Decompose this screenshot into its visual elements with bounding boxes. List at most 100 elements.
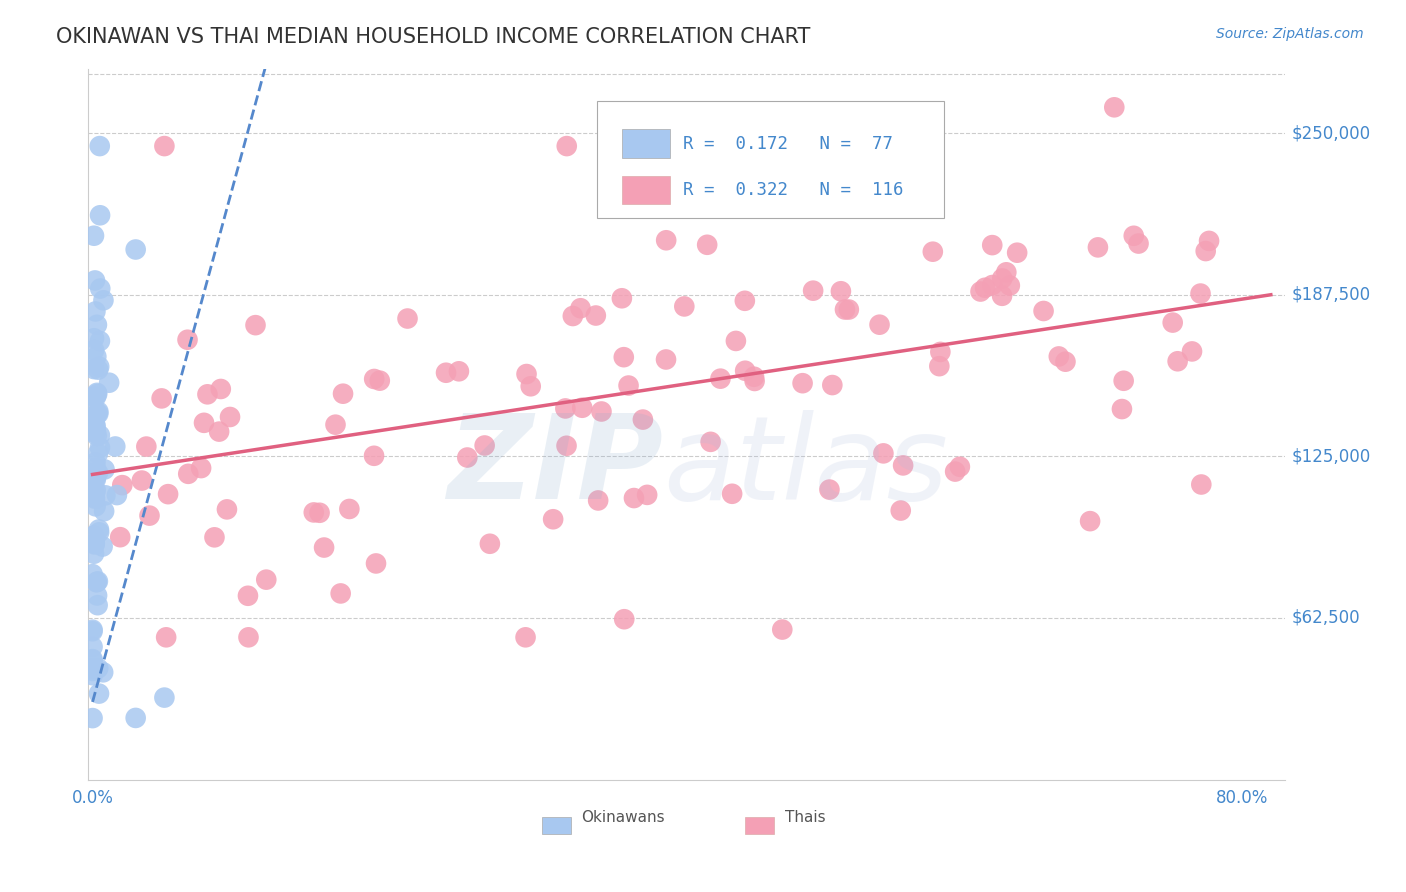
- Point: [770, 623, 793, 637]
- Point: [1047, 350, 1070, 364]
- Point: [84, 491, 107, 506]
- Point: [981, 278, 1004, 293]
- Point: [995, 265, 1018, 279]
- Point: [838, 302, 860, 317]
- Point: [631, 412, 654, 426]
- Point: [1161, 316, 1184, 330]
- Point: [325, 417, 347, 432]
- Point: [610, 291, 633, 305]
- Point: [138, 508, 160, 523]
- Point: [82, 623, 104, 637]
- Point: [1078, 514, 1101, 528]
- Point: [84, 471, 107, 485]
- Text: Source: ZipAtlas.com: Source: ZipAtlas.com: [1216, 27, 1364, 41]
- Point: [87, 523, 110, 537]
- Point: [709, 372, 731, 386]
- Point: [872, 446, 894, 460]
- Point: [308, 506, 330, 520]
- Point: [83, 487, 105, 501]
- Point: [89, 525, 111, 540]
- Point: [91, 665, 114, 680]
- Point: [569, 301, 592, 316]
- Point: [245, 318, 267, 333]
- Point: [834, 302, 856, 317]
- Point: [1189, 477, 1212, 491]
- Point: [890, 503, 912, 517]
- Point: [792, 376, 814, 391]
- Point: [515, 367, 537, 381]
- Point: [872, 139, 894, 153]
- Text: $62,500: $62,500: [1291, 609, 1360, 627]
- Point: [1181, 344, 1204, 359]
- Point: [86, 428, 108, 442]
- Point: [1054, 354, 1077, 368]
- Point: [254, 573, 277, 587]
- Point: [82, 624, 104, 639]
- Point: [87, 362, 110, 376]
- Point: [84, 500, 107, 514]
- Text: atlas: atlas: [662, 409, 948, 524]
- FancyBboxPatch shape: [598, 101, 943, 218]
- Point: [124, 711, 146, 725]
- Text: $125,000: $125,000: [1291, 447, 1371, 466]
- Point: [991, 271, 1014, 285]
- Point: [83, 491, 105, 505]
- Point: [613, 612, 636, 626]
- Point: [969, 285, 991, 299]
- FancyBboxPatch shape: [621, 129, 671, 158]
- Point: [541, 512, 564, 526]
- Point: [821, 378, 844, 392]
- Point: [554, 401, 576, 416]
- Point: [1111, 402, 1133, 417]
- FancyBboxPatch shape: [621, 176, 671, 204]
- Point: [82, 661, 104, 675]
- Point: [928, 359, 950, 373]
- Point: [98, 376, 121, 390]
- Point: [94, 488, 117, 502]
- Point: [177, 467, 200, 481]
- Point: [86, 598, 108, 612]
- Point: [89, 441, 111, 455]
- Point: [699, 434, 721, 449]
- Point: [84, 304, 107, 318]
- Point: [585, 309, 607, 323]
- Point: [1104, 100, 1126, 114]
- Point: [613, 350, 636, 364]
- Point: [176, 333, 198, 347]
- Point: [1167, 354, 1189, 368]
- Point: [89, 281, 111, 295]
- Point: [86, 589, 108, 603]
- Point: [197, 387, 219, 401]
- Point: [329, 586, 352, 600]
- Point: [396, 311, 419, 326]
- Point: [153, 690, 176, 705]
- Point: [215, 502, 238, 516]
- Point: [474, 438, 496, 452]
- Text: Okinawans: Okinawans: [582, 811, 665, 825]
- Point: [83, 537, 105, 551]
- Point: [478, 537, 501, 551]
- Point: [110, 530, 132, 544]
- Point: [447, 364, 470, 378]
- Point: [83, 417, 105, 431]
- Point: [86, 387, 108, 401]
- Point: [83, 536, 105, 550]
- Point: [1005, 245, 1028, 260]
- Point: [456, 450, 478, 465]
- Text: $250,000: $250,000: [1291, 124, 1371, 142]
- Point: [673, 300, 696, 314]
- Point: [617, 378, 640, 392]
- Point: [519, 379, 541, 393]
- Point: [1112, 374, 1135, 388]
- Point: [1087, 240, 1109, 254]
- Point: [82, 664, 104, 678]
- Point: [332, 386, 354, 401]
- Point: [82, 654, 104, 668]
- Point: [236, 589, 259, 603]
- Point: [91, 540, 114, 554]
- Point: [1195, 244, 1218, 258]
- Text: ZIP: ZIP: [447, 409, 662, 524]
- Point: [190, 461, 212, 475]
- Point: [1198, 234, 1220, 248]
- Point: [82, 640, 104, 654]
